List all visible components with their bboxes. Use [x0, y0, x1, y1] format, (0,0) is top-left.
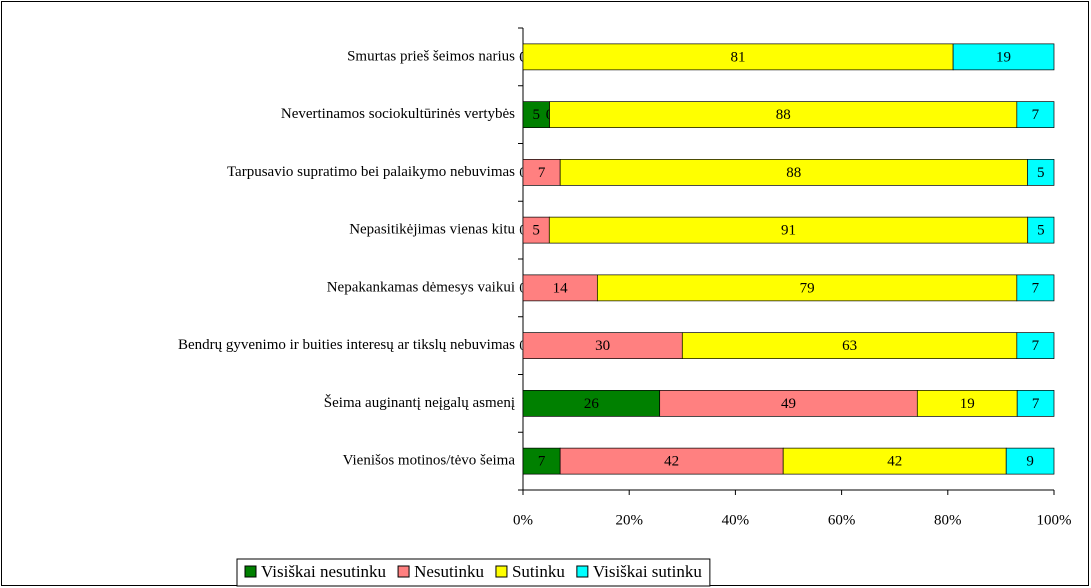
- legend-label: Nesutinku: [414, 562, 484, 581]
- data-label: 26: [584, 396, 600, 412]
- bar-segment: [659, 390, 918, 417]
- legend-swatch: [576, 565, 589, 578]
- legend-label: Visiškai sutinku: [593, 562, 703, 581]
- data-label: 7: [1032, 280, 1040, 296]
- bar-segment: [522, 332, 683, 359]
- bar-segment: [522, 447, 561, 475]
- data-label: 30: [595, 338, 610, 354]
- category-label: Tarpusavio supratimo bei palaikymo nebuv…: [227, 164, 515, 180]
- data-label: 7: [1032, 107, 1040, 123]
- x-tick-label: 20%: [615, 512, 643, 528]
- data-label: 5: [1037, 223, 1045, 239]
- data-label: 79: [800, 280, 815, 296]
- data-label: 81: [731, 49, 746, 65]
- legend-label: Sutinku: [512, 562, 565, 581]
- x-tick-label: 0%: [513, 512, 533, 528]
- bar-segment: [681, 332, 1018, 359]
- x-tick-label: 60%: [828, 512, 856, 528]
- data-label: 63: [842, 338, 857, 354]
- bar-segment: [1016, 332, 1055, 359]
- legend-swatch: [495, 565, 508, 578]
- data-label: 19: [960, 396, 975, 412]
- data-label: 42: [664, 454, 679, 470]
- bar-segment: [559, 159, 1028, 186]
- category-label: Bendrų gyvenimo ir buities interesų ar t…: [178, 337, 515, 353]
- data-label: 5: [533, 107, 541, 123]
- legend-swatch: [244, 565, 257, 578]
- data-label: 7: [538, 454, 546, 470]
- data-label: 9: [1026, 454, 1034, 470]
- category-label: Vienišos motinos/tėvo šeima: [343, 453, 516, 469]
- bar-segment: [952, 43, 1055, 71]
- category-label: Smurtas prieš šeimos narius: [347, 48, 515, 64]
- data-label: 7: [1032, 396, 1040, 412]
- data-label: 88: [776, 107, 791, 123]
- bar-segment: [1027, 159, 1055, 186]
- bar-segment: [522, 159, 561, 186]
- bar-segment: [522, 101, 550, 128]
- bar-segment: [1027, 216, 1055, 244]
- legend-swatch: [397, 565, 410, 578]
- category-label: Nevertinamos sociokultūrinės vertybės: [281, 106, 515, 122]
- bar-segment: [1016, 390, 1055, 417]
- data-label: 7: [1032, 338, 1040, 354]
- x-tick-label: 40%: [722, 512, 750, 528]
- x-tick-label: 100%: [1037, 512, 1072, 528]
- data-label: 19: [996, 49, 1011, 65]
- category-label: Šeima auginantį neįgalų asmenį: [324, 394, 515, 411]
- data-label: 5: [1037, 165, 1045, 181]
- data-label: 5: [532, 223, 540, 239]
- bar-segment: [1016, 274, 1055, 302]
- bar-segment: [1016, 101, 1055, 128]
- bar-segment: [522, 43, 954, 71]
- legend-box: [236, 558, 711, 587]
- data-label: 14: [553, 280, 569, 296]
- bar-segment: [1005, 447, 1055, 475]
- data-label: 49: [781, 396, 796, 412]
- bar-segment: [522, 390, 661, 417]
- data-label: 91: [781, 223, 796, 239]
- x-tick-label: 80%: [934, 512, 962, 528]
- category-label: Nepasitikėjimas vienas kitu: [349, 222, 515, 238]
- bar-segment: [596, 274, 1018, 302]
- category-label: Nepakankamas dėmesys vaikui: [327, 279, 515, 295]
- data-label: 42: [887, 454, 902, 470]
- data-label: 88: [786, 165, 801, 181]
- data-label: 7: [538, 165, 546, 181]
- bar-segment: [548, 216, 1029, 244]
- legend-label: Visiškai nesutinku: [261, 562, 387, 581]
